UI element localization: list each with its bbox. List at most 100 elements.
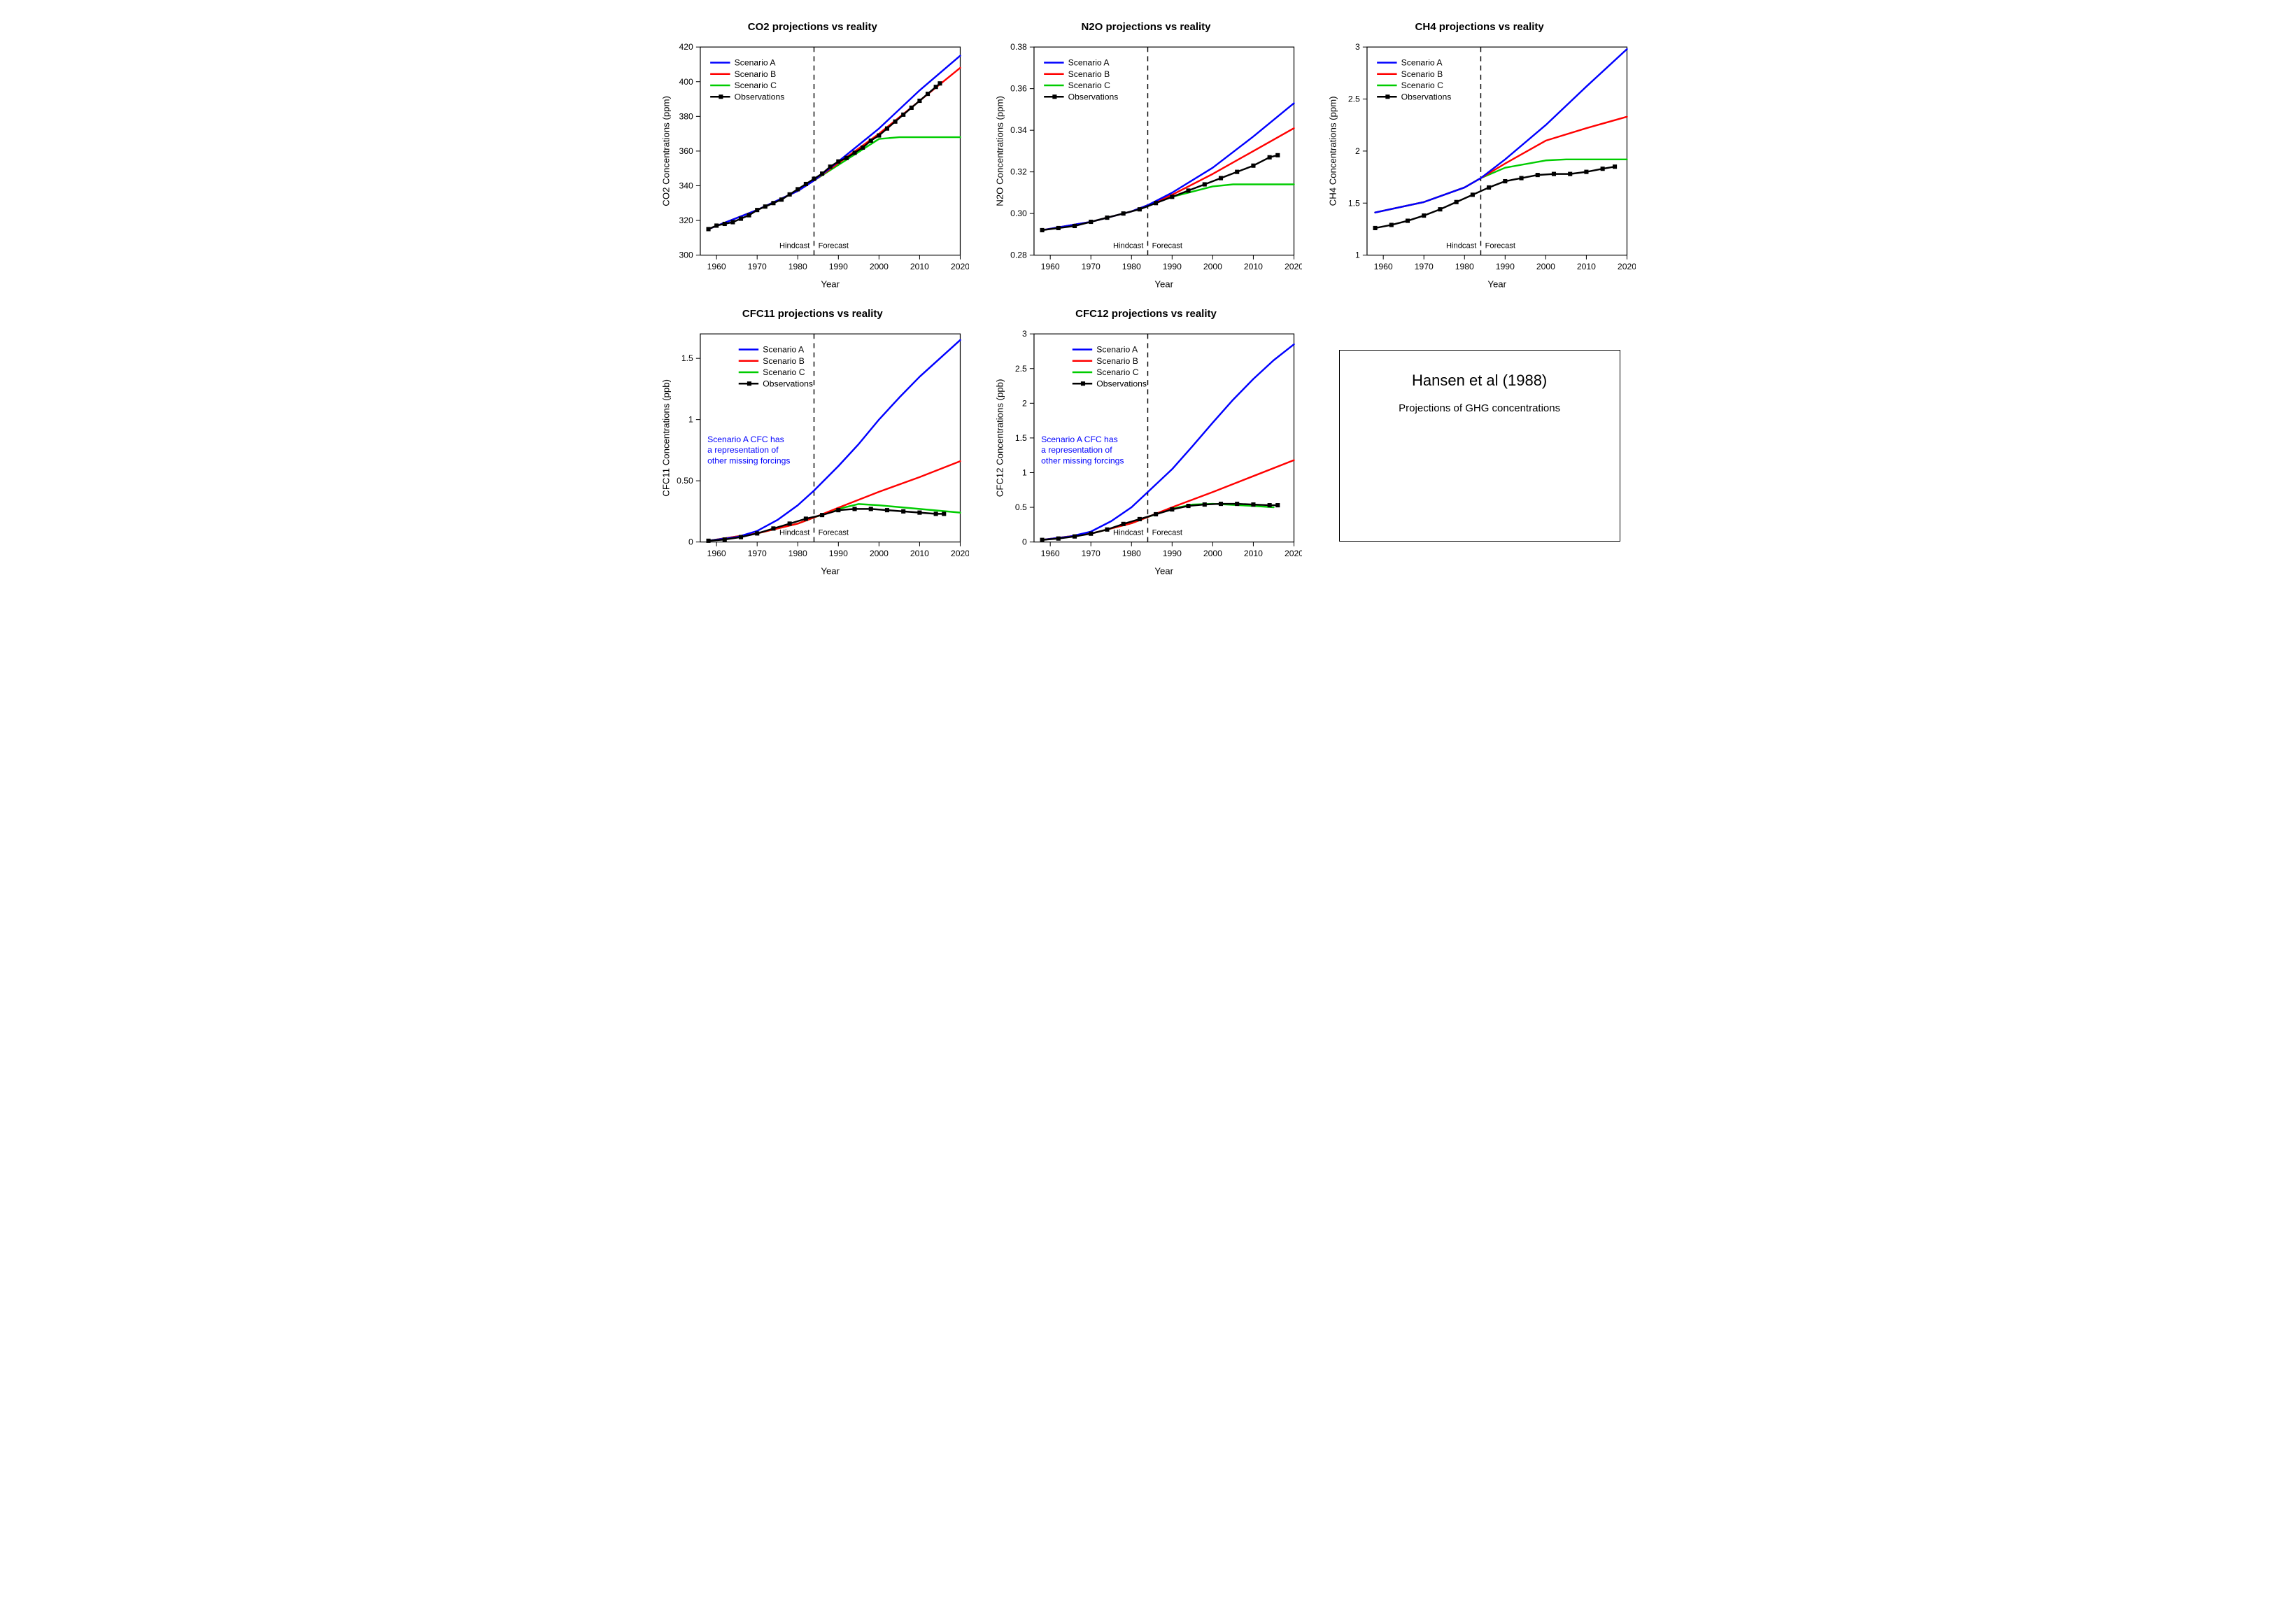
obs-marker [836,509,840,513]
x-tick-label: 1970 [1415,262,1434,271]
obs-marker [730,220,735,224]
obs-marker [755,208,759,212]
x-axis-label: Year [1154,278,1173,289]
obs-marker [1056,537,1060,541]
y-tick-label: 1 [1022,468,1027,478]
obs-marker [714,223,719,227]
legend-marker [1081,382,1085,386]
obs-marker [739,217,743,221]
x-tick-label: 1960 [707,262,726,271]
y-tick-label: 0 [1022,537,1027,547]
x-tick-label: 1960 [707,549,726,558]
panel-n2o: N2O projections vs reality19601970198019… [990,21,1303,294]
obs-marker [1170,195,1174,199]
legend-label: Scenario B [1068,69,1110,79]
obs-marker [1137,517,1141,521]
obs-marker [1568,172,1572,176]
obs-marker [938,81,942,85]
x-tick-label: 1990 [829,262,848,271]
y-tick-label: 2 [1355,146,1360,156]
x-tick-label: 2010 [1244,549,1263,558]
y-tick-label: 400 [679,77,693,87]
legend-label: Scenario A [763,345,805,355]
cfc-note-line: Scenario A CFC has [1041,435,1118,444]
legend-label: Scenario A [1401,58,1443,68]
hindcast-label: Hindcast [779,241,810,250]
obs-marker [1040,228,1044,232]
x-tick-label: 2000 [1203,262,1222,271]
obs-marker [877,134,881,138]
obs-marker [1154,512,1158,516]
forecast-label: Forecast [1485,241,1516,250]
y-tick-label: 420 [679,42,693,52]
obs-marker [1219,502,1223,506]
y-tick-label: 1.5 [1015,433,1027,443]
x-tick-label: 1970 [748,549,767,558]
cfc-note-line: other missing forcings [1041,456,1124,466]
obs-marker [779,197,784,202]
y-tick-label: 340 [679,181,693,191]
obs-marker [1235,170,1239,174]
obs-marker [707,539,711,543]
obs-marker [820,514,824,518]
y-tick-label: 2.5 [1015,364,1027,374]
series-observations [709,83,940,229]
panel-co2: CO2 projections vs reality19601970198019… [656,21,969,294]
legend-label: Scenario A [1096,345,1138,355]
chart-title: CFC12 projections vs reality [990,308,1303,320]
x-tick-label: 2010 [1577,262,1596,271]
legend-label: Scenario C [1068,80,1110,90]
obs-marker [1073,535,1077,539]
x-tick-label: 1970 [1081,262,1100,271]
obs-marker [763,204,767,209]
obs-marker [1585,170,1589,174]
obs-marker [1154,201,1158,205]
obs-marker [1536,173,1540,177]
obs-marker [1186,504,1190,508]
legend-label: Scenario B [763,356,805,366]
y-tick-label: 3 [1355,42,1360,52]
chart-title: CO2 projections vs reality [656,21,969,33]
obs-marker [1406,218,1410,223]
x-tick-label: 2020 [951,262,969,271]
chart-title: CH4 projections vs reality [1323,21,1636,33]
obs-marker [771,527,775,531]
x-axis-label: Year [1154,566,1173,577]
chart-n2o: 19601970198019902000201020200.280.300.32… [990,38,1303,294]
chart-title: CFC11 projections vs reality [656,308,969,320]
y-tick-label: 0.34 [1010,125,1027,135]
y-tick-label: 0.36 [1010,84,1027,94]
obs-marker [852,507,856,511]
forecast-label: Forecast [819,241,849,250]
obs-marker [1089,220,1093,224]
obs-marker [1040,538,1044,542]
obs-marker [885,127,889,131]
x-tick-label: 1980 [1455,262,1474,271]
obs-marker [1251,502,1255,507]
obs-marker [1105,528,1109,532]
obs-marker [1056,226,1060,230]
obs-marker [1186,188,1190,192]
legend-label: Scenario B [735,69,777,79]
legend-marker [747,382,751,386]
obs-marker [885,509,889,513]
cfc-note-line: Scenario A CFC has [707,435,784,444]
series-scenario-b [1042,128,1294,230]
obs-marker [1089,532,1093,536]
obs-marker [739,535,743,539]
obs-marker [1373,226,1378,230]
obs-marker [869,139,873,143]
legend-label: Scenario C [1401,80,1443,90]
chart-cfc12: 196019701980199020002010202000.511.522.5… [990,325,1303,581]
y-tick-label: 0.5 [1015,503,1027,513]
info-panel-cell: Hansen et al (1988)Projections of GHG co… [1323,308,1636,581]
obs-marker [804,182,808,186]
info-title: Hansen et al (1988) [1412,372,1547,390]
obs-marker [1438,207,1443,211]
obs-marker [1219,176,1223,181]
x-tick-label: 2010 [910,549,929,558]
obs-marker [747,213,751,218]
obs-marker [893,120,898,124]
obs-marker [1275,153,1280,157]
x-tick-label: 2000 [1203,549,1222,558]
